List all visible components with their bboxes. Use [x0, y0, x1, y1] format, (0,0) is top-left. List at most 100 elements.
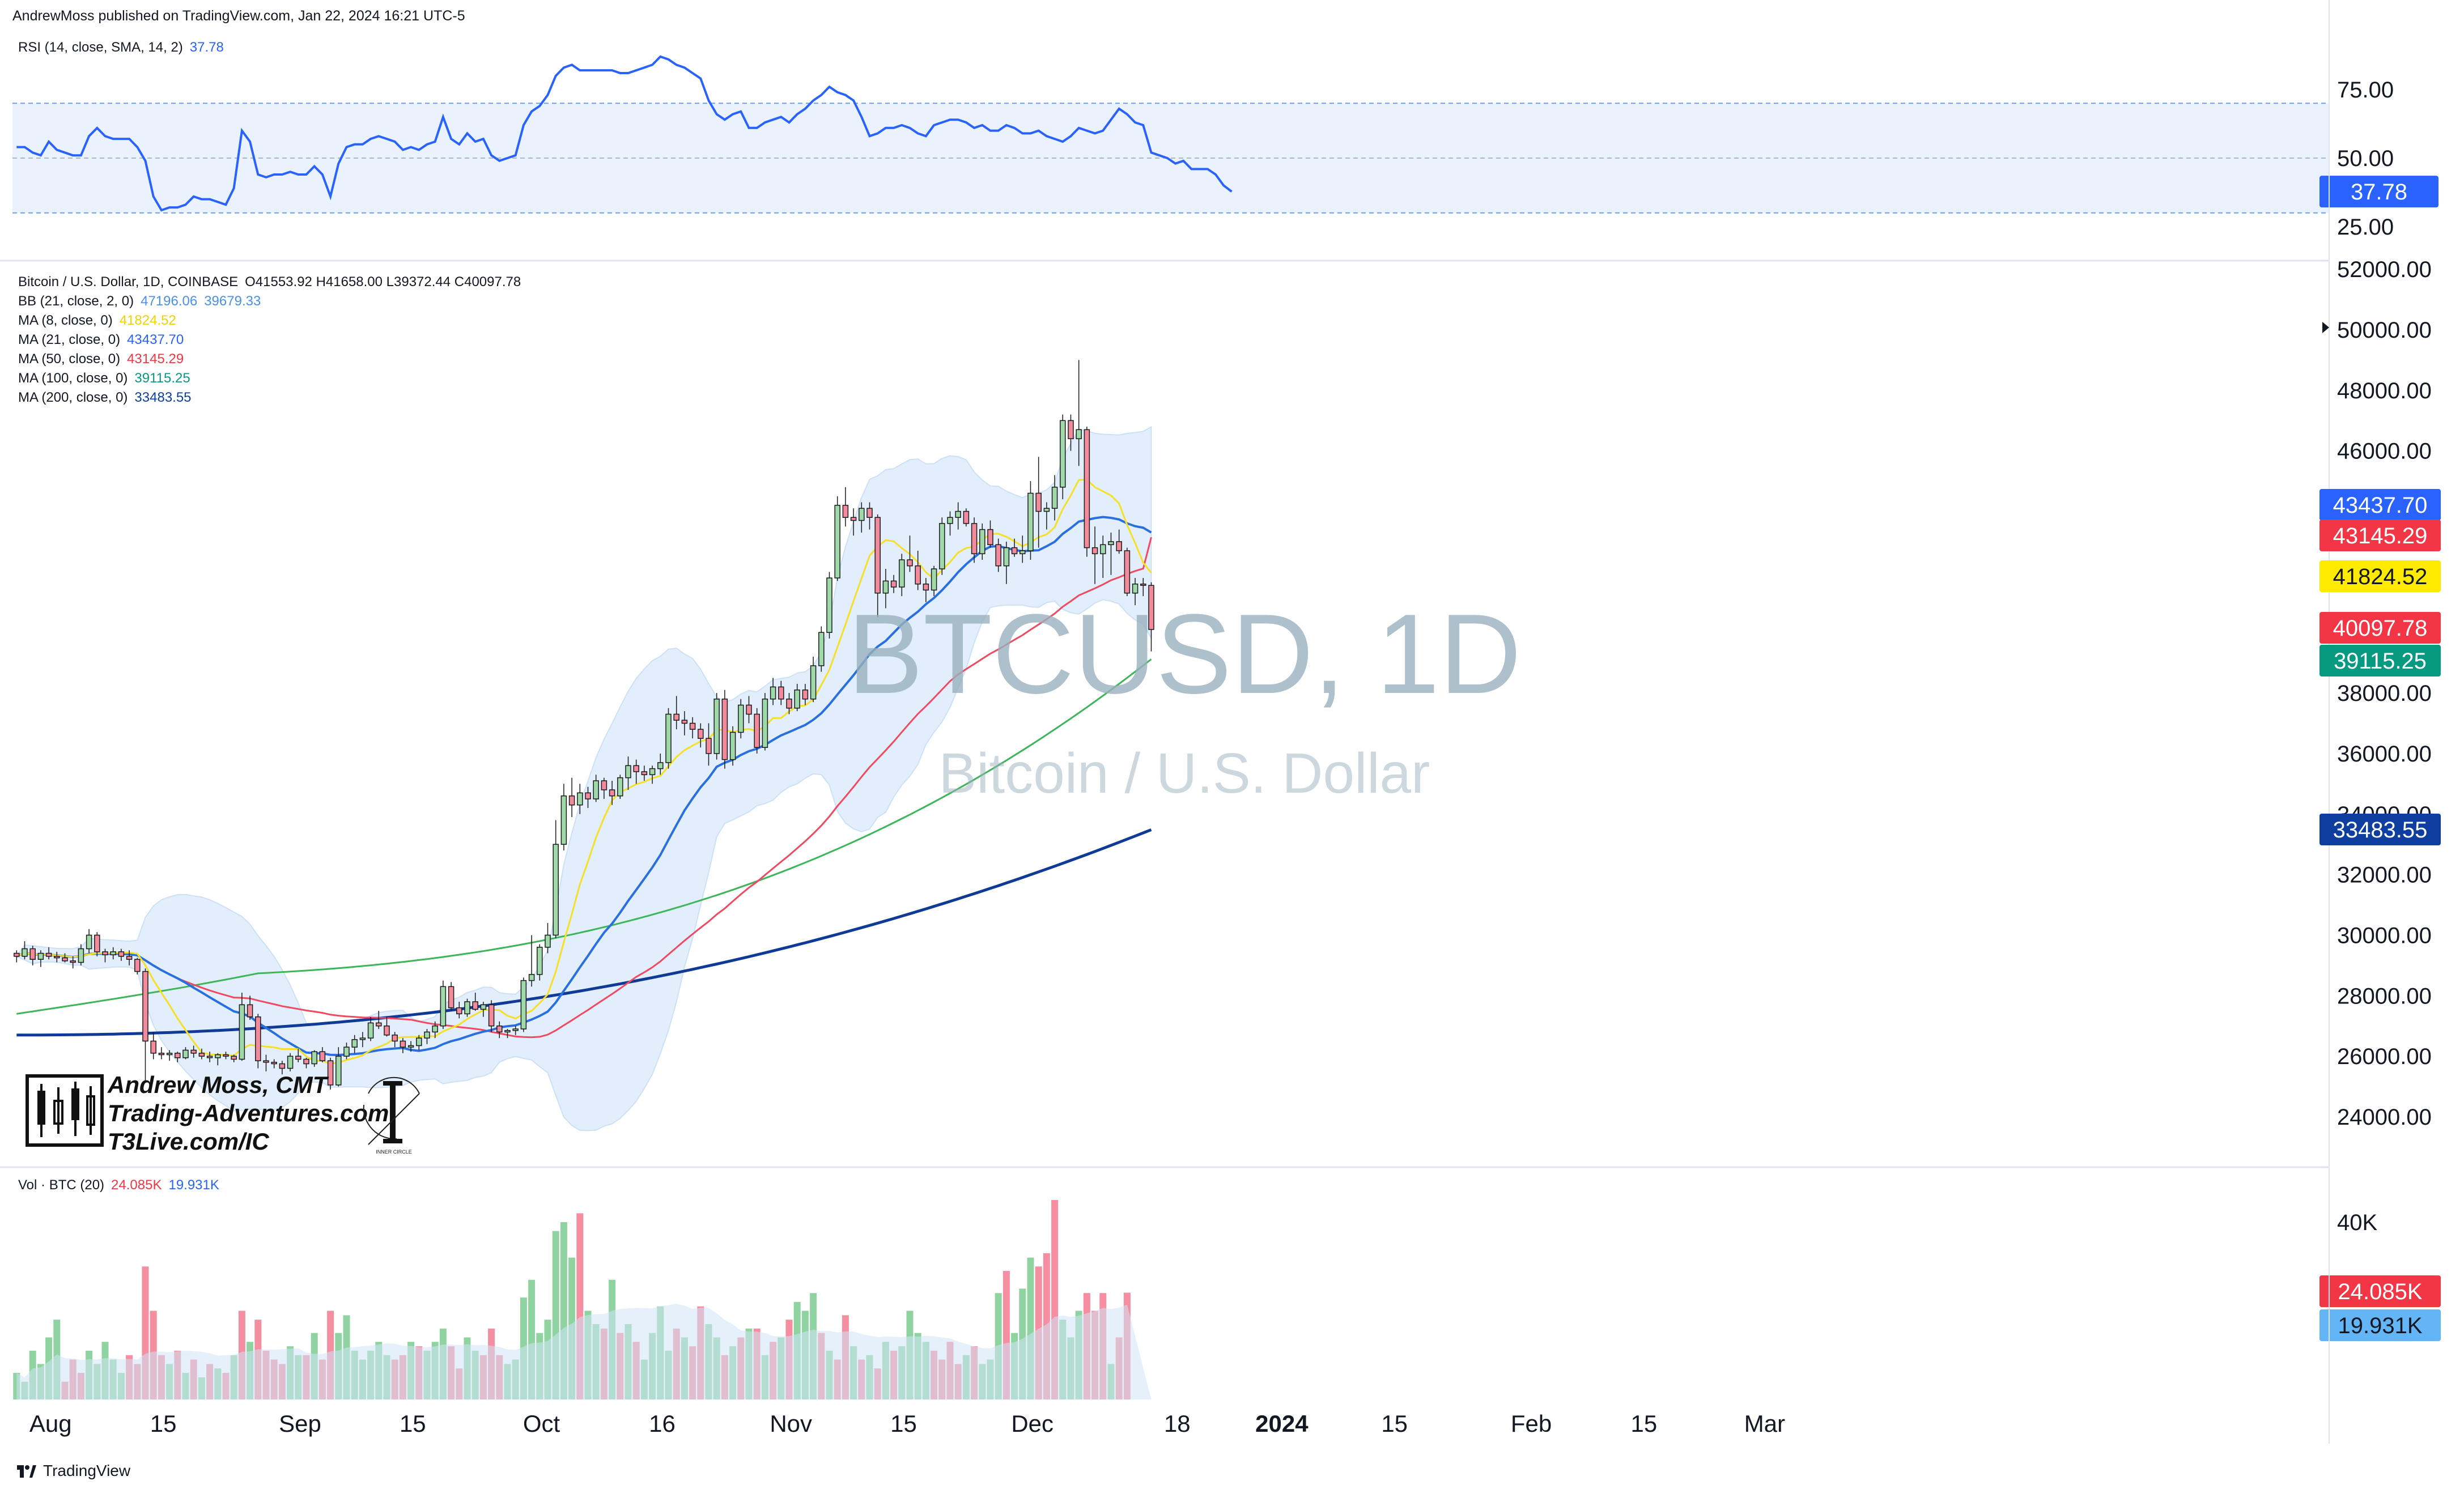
rsi-axis-label: 50.00 [2337, 146, 2394, 171]
candle-body [359, 1037, 366, 1040]
candle-body [729, 731, 736, 760]
ma200-line [16, 828, 1152, 1037]
ma200-legend[interactable]: MA (200, close, 0) 33483.55 [18, 390, 198, 406]
candle [786, 693, 792, 714]
candle [738, 699, 744, 739]
volume-legend[interactable]: Vol · BTC (20) 24.085K 19.931K [18, 1177, 226, 1193]
candle-body [407, 1045, 414, 1048]
candle-body [987, 529, 993, 546]
candle-body [568, 795, 575, 806]
candle [110, 947, 116, 960]
price-tick-label: 32000.00 [2337, 863, 2432, 888]
rsi-axis-label: 25.00 [2337, 215, 2394, 240]
candle [866, 502, 873, 530]
ma200-value: 33483.55 [134, 390, 192, 405]
candlestick-logo-icon [26, 1074, 104, 1147]
candle-body [907, 559, 913, 567]
price-badge [2319, 645, 2441, 677]
candle-body [448, 986, 454, 1009]
price-tick-label: 46000.00 [2337, 439, 2432, 464]
ma50-legend[interactable]: MA (50, close, 0) 43145.29 [18, 351, 190, 367]
candle-body [54, 956, 60, 959]
candle-body [37, 952, 44, 960]
candle-body [424, 1031, 430, 1039]
candle [528, 935, 535, 987]
candle [29, 946, 36, 965]
candle-body [842, 505, 849, 518]
candle-body [255, 1016, 261, 1061]
candle [239, 992, 245, 1061]
volume-value-1: 24.085K [111, 1177, 162, 1193]
candle-body [142, 971, 148, 1042]
bb-legend[interactable]: BB (21, close, 2, 0) 47196.06 39679.33 [18, 293, 267, 309]
candle-body [738, 704, 744, 733]
candle-body [794, 689, 800, 709]
price-pane [14, 360, 1154, 1131]
candle-body [625, 765, 631, 778]
ma50-line [16, 537, 1152, 1039]
candle-body [979, 529, 985, 555]
candle [665, 708, 672, 769]
candle [673, 696, 679, 730]
time-tick-label: Aug [29, 1410, 72, 1437]
candle [1124, 547, 1131, 597]
candle-body [971, 523, 978, 555]
ma100-value: 39115.25 [134, 371, 190, 386]
candle [939, 517, 945, 575]
candle-body [472, 1001, 478, 1010]
candle [899, 554, 905, 597]
candle [134, 958, 141, 975]
ma8-legend[interactable]: MA (8, close, 0) 41824.52 [18, 313, 183, 329]
candle-body [110, 951, 116, 955]
candle [279, 1061, 286, 1075]
candle-body [520, 980, 527, 1029]
symbol-legend[interactable]: Bitcoin / U.S. Dollar, 1D, COINBASE O4155… [18, 274, 528, 290]
time-tick-label: 15 [150, 1410, 177, 1437]
candle-body [198, 1053, 205, 1057]
candle [351, 1035, 358, 1053]
candle-body [126, 956, 133, 960]
price-badge [2319, 612, 2441, 644]
candle [1148, 582, 1154, 652]
candle-body [528, 974, 535, 981]
rsi-value-badge [2319, 176, 2438, 208]
ma100-legend[interactable]: MA (100, close, 0) 39115.25 [18, 371, 197, 386]
volume-ma-badge-label: 19.931K [2338, 1313, 2422, 1338]
tradingview-logo-icon [17, 1465, 36, 1478]
time-tick-label: 15 [400, 1410, 426, 1437]
candle [890, 575, 897, 593]
tradingview-footer[interactable]: TradingView [17, 1462, 130, 1480]
candle [520, 977, 527, 1032]
time-tick-label: 15 [1631, 1410, 1658, 1437]
candle-body [681, 720, 688, 724]
candle-body [689, 722, 696, 730]
candle-body [778, 686, 784, 700]
candle-body [1124, 550, 1131, 594]
candle-body [754, 713, 760, 748]
time-tick-label: 18 [1164, 1410, 1191, 1437]
rsi-legend[interactable]: RSI (14, close, SMA, 14, 2) 37.78 [18, 40, 231, 56]
candle-body [400, 1040, 406, 1048]
time-tick-label: Sep [279, 1410, 321, 1437]
inner-circle-logo-icon: INNER CIRCLE [363, 1077, 420, 1155]
candle-body [850, 517, 857, 521]
ma21-label: MA (21, close, 0) [18, 332, 121, 347]
candle-body [874, 517, 881, 594]
candle-body [319, 1051, 326, 1061]
candle-body [1140, 584, 1146, 586]
price-tick-label: 38000.00 [2337, 681, 2432, 706]
candle [915, 550, 921, 590]
candle [407, 1041, 414, 1052]
candle [1051, 475, 1058, 521]
candle-body [384, 1025, 390, 1036]
candle [327, 1057, 334, 1090]
ma21-legend[interactable]: MA (21, close, 0) 43437.70 [18, 332, 190, 348]
candle-body [480, 1004, 487, 1010]
candle-body [70, 960, 76, 963]
candle [1084, 426, 1090, 557]
candle [931, 565, 937, 597]
publish-info: AndrewMoss published on TradingView.com,… [12, 8, 465, 24]
price-badge [2319, 489, 2441, 521]
candle-body [545, 934, 551, 948]
bb-value-2: 39679.33 [204, 293, 261, 309]
